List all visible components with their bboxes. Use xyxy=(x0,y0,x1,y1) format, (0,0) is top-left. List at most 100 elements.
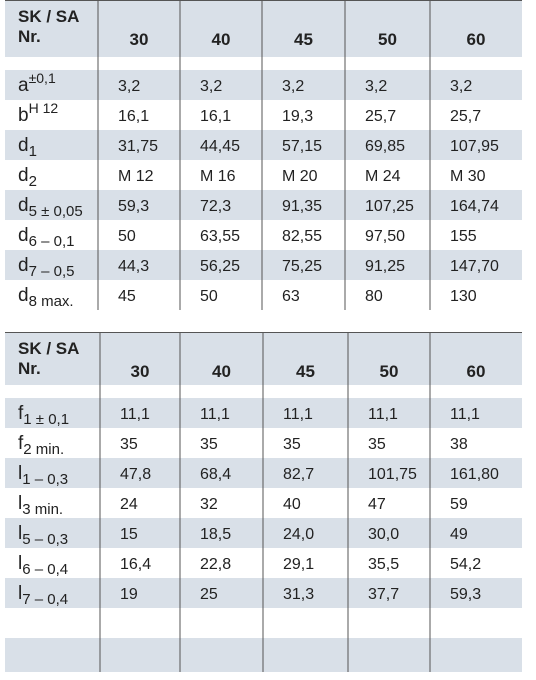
label-sub: 3 min. xyxy=(22,501,63,518)
cell-value: M 24 xyxy=(365,168,401,185)
row-band xyxy=(5,250,522,280)
cell-value: 11,1 xyxy=(200,406,230,423)
label-main: l xyxy=(18,493,22,514)
row-label: d5 ± 0,05 xyxy=(18,195,83,220)
cell-value: 63 xyxy=(282,288,300,305)
cell-value: 63,55 xyxy=(200,228,240,245)
cell-value: 25 xyxy=(200,586,218,603)
label-main: l xyxy=(18,583,22,604)
row-label: d6 – 0,1 xyxy=(18,225,74,250)
cell-value: 31,3 xyxy=(283,586,314,603)
cell-value: 11,1 xyxy=(283,406,313,423)
column-header: 40 xyxy=(212,362,231,381)
row-label: l3 min. xyxy=(18,493,63,518)
cell-value: 97,50 xyxy=(365,228,405,245)
label-sub: 7 – 0,5 xyxy=(29,263,75,280)
cell-value: 35,5 xyxy=(368,556,399,573)
column-header: 50 xyxy=(380,362,399,381)
cell-value: 16,1 xyxy=(200,108,231,125)
cell-value: 3,2 xyxy=(118,78,140,95)
cell-value: 30,0 xyxy=(368,526,399,543)
column-header: 45 xyxy=(296,362,315,381)
cell-value: 130 xyxy=(450,288,477,305)
cell-value: 72,3 xyxy=(200,198,231,215)
cell-value: 37,7 xyxy=(368,586,399,603)
cell-value: M 20 xyxy=(282,168,318,185)
cell-value: 47,8 xyxy=(120,466,151,483)
cell-value: 44,45 xyxy=(200,138,240,155)
cell-value: 3,2 xyxy=(200,78,222,95)
cell-value: 35 xyxy=(368,436,386,453)
cell-value: 75,25 xyxy=(282,258,322,275)
label-sub: 6 – 0,1 xyxy=(29,233,75,250)
cell-value: 19 xyxy=(120,586,138,603)
label-main: d xyxy=(18,195,29,216)
cell-value: 11,1 xyxy=(368,406,398,423)
label-main: f xyxy=(18,433,24,454)
cell-value: 24 xyxy=(120,496,138,513)
label-main: l xyxy=(18,523,22,544)
label-main: d xyxy=(18,285,29,306)
cell-value: 80 xyxy=(365,288,383,305)
label-main: l xyxy=(18,553,22,574)
row-label: d8 max. xyxy=(18,285,74,310)
cell-value: 35 xyxy=(200,436,218,453)
label-main: d xyxy=(18,225,29,246)
column-header: 40 xyxy=(212,30,231,49)
row-label: d1 xyxy=(18,135,37,160)
cell-value: 32 xyxy=(200,496,218,513)
column-header: 50 xyxy=(378,30,397,49)
label-sub: 1 – 0,3 xyxy=(22,471,68,488)
cell-value: 59,3 xyxy=(450,586,481,603)
header-title: SK / SA xyxy=(18,7,79,26)
row-label: bH 12 xyxy=(18,100,58,126)
cell-value: 3,2 xyxy=(365,78,387,95)
row-label: f1 ± 0,1 xyxy=(18,403,69,428)
row-label: l5 – 0,3 xyxy=(18,523,68,548)
column-header: 30 xyxy=(130,30,149,49)
cell-value: 31,75 xyxy=(118,138,158,155)
cell-value: 38 xyxy=(450,436,468,453)
header-title: Nr. xyxy=(18,27,41,46)
cell-value: 35 xyxy=(283,436,301,453)
label-sub: 6 – 0,4 xyxy=(22,561,68,578)
row-label: d2 xyxy=(18,165,37,190)
column-header: 60 xyxy=(467,362,486,381)
cell-value: 25,7 xyxy=(365,108,396,125)
cell-value: 45 xyxy=(118,288,136,305)
cell-value: 19,3 xyxy=(282,108,313,125)
cell-value: 69,85 xyxy=(365,138,405,155)
cell-value: 18,5 xyxy=(200,526,231,543)
column-header: 30 xyxy=(131,362,150,381)
cell-value: 59 xyxy=(450,496,468,513)
row-band xyxy=(5,190,522,220)
label-main: a xyxy=(18,75,29,96)
cell-value: 3,2 xyxy=(282,78,304,95)
row-label: l1 – 0,3 xyxy=(18,463,68,488)
label-main: f xyxy=(18,403,24,424)
label-sup: ±0,1 xyxy=(29,70,56,86)
label-sub: 1 xyxy=(29,143,37,160)
cell-value: 147,70 xyxy=(450,258,499,275)
cell-value: 49 xyxy=(450,526,468,543)
row-label: d7 – 0,5 xyxy=(18,255,74,280)
cell-value: 47 xyxy=(368,496,386,513)
label-sub: 5 – 0,3 xyxy=(22,531,68,548)
cell-value: 50 xyxy=(200,288,218,305)
cell-value: 54,2 xyxy=(450,556,481,573)
cell-value: 24,0 xyxy=(283,526,314,543)
label-sub: 1 ± 0,1 xyxy=(23,411,69,428)
cell-value: 91,35 xyxy=(282,198,322,215)
header-title: SK / SA xyxy=(18,339,79,358)
label-sub: 2 xyxy=(29,173,37,190)
label-sub: 2 min. xyxy=(23,441,64,458)
row-band xyxy=(5,70,522,100)
cell-value: 101,75 xyxy=(368,466,417,483)
column-header: 45 xyxy=(294,30,313,49)
row-label: f2 min. xyxy=(18,433,64,458)
cell-value: M 16 xyxy=(200,168,236,185)
cell-value: 40 xyxy=(283,496,301,513)
label-main: d xyxy=(18,165,29,186)
label-main: b xyxy=(18,105,29,126)
cell-value: 68,4 xyxy=(200,466,231,483)
